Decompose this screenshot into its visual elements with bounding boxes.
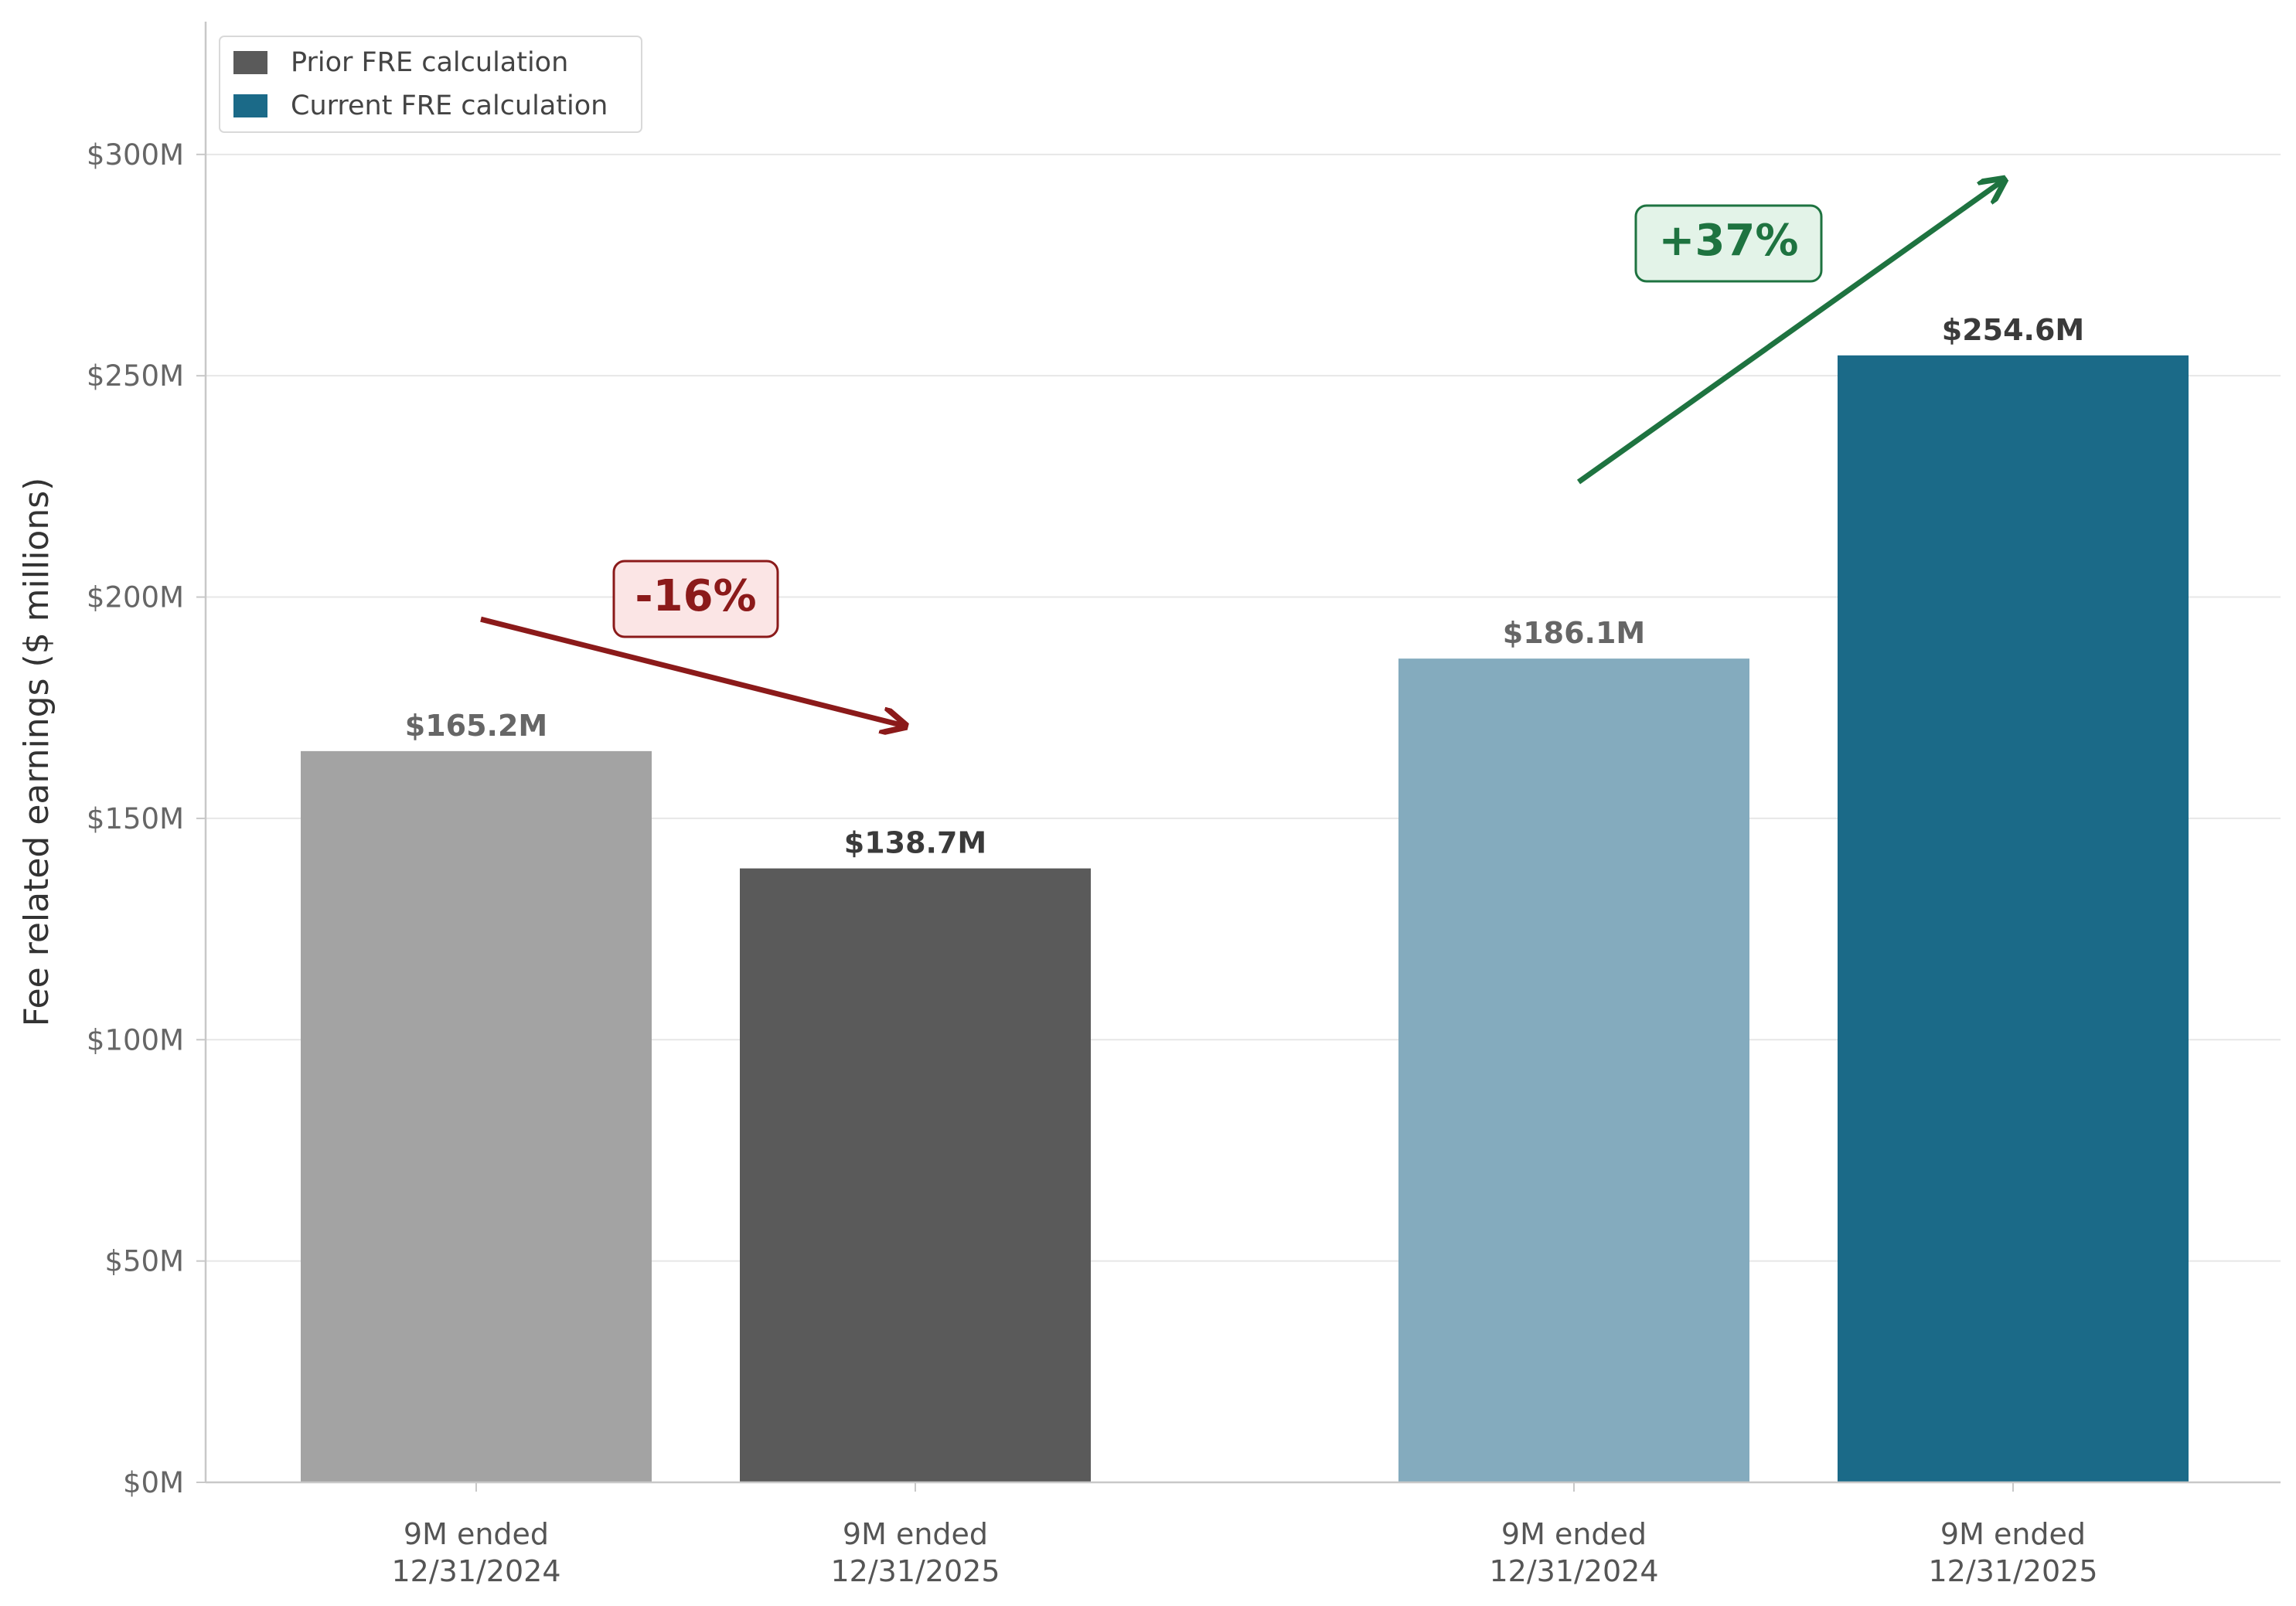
bar-value-label: $165.2M xyxy=(405,709,547,743)
bar xyxy=(1838,355,2189,1482)
legend-label-prior: Prior FRE calculation xyxy=(291,47,568,78)
decrease-arrow xyxy=(480,616,903,725)
x-tick-label: 12/31/2024 xyxy=(391,1554,560,1588)
legend-swatch-prior xyxy=(233,51,267,74)
x-tick-label: 9M ended xyxy=(843,1517,988,1551)
y-axis-ticks: $0M $50M $100M $150M $200M $250M $300M xyxy=(87,138,206,1499)
increase-badge-label: +37% xyxy=(1659,216,1799,266)
y-tick-label: $200M xyxy=(87,581,184,614)
legend-swatch-current xyxy=(233,94,267,117)
decrease-badge xyxy=(612,560,779,638)
value-labels: $165.2M $138.7M $186.1M $254.6M xyxy=(405,313,2084,860)
legend-frame xyxy=(219,36,642,133)
x-tick-label: 12/31/2024 xyxy=(1489,1554,1658,1588)
x-tick-label: 9M ended xyxy=(1940,1517,2086,1551)
x-tick-label: 9M ended xyxy=(1501,1517,1647,1551)
x-tick-label: 12/31/2025 xyxy=(830,1554,1000,1588)
y-tick-label: $150M xyxy=(87,802,184,835)
y-axis-label: Fee related earnings ($ millions) xyxy=(17,478,56,1027)
decrease-badge-label: -16% xyxy=(635,571,756,621)
y-tick-label: $250M xyxy=(87,359,184,393)
bars xyxy=(301,355,2189,1482)
bar-value-label: $138.7M xyxy=(844,826,986,860)
y-tick-label: $0M xyxy=(123,1466,184,1499)
x-tick-label: 12/31/2025 xyxy=(1928,1554,2097,1588)
change-annotations: -16% +37% xyxy=(480,181,2002,725)
x-tick-label: 9M ended xyxy=(404,1517,549,1551)
bar-value-label: $254.6M xyxy=(1942,313,2084,347)
bar xyxy=(301,750,652,1482)
bar xyxy=(740,868,1091,1482)
bar-value-label: $186.1M xyxy=(1503,616,1645,650)
y-tick-label: $100M xyxy=(87,1023,184,1056)
y-tick-label: $300M xyxy=(87,138,184,172)
increase-badge xyxy=(1634,204,1823,283)
bar xyxy=(1398,658,1749,1482)
legend: Prior FRE calculation Current FRE calcul… xyxy=(219,36,642,133)
legend-label-current: Current FRE calculation xyxy=(291,90,608,121)
increase-arrow xyxy=(1576,181,2002,485)
y-tick-label: $50M xyxy=(104,1245,184,1278)
axes xyxy=(204,22,2281,1484)
